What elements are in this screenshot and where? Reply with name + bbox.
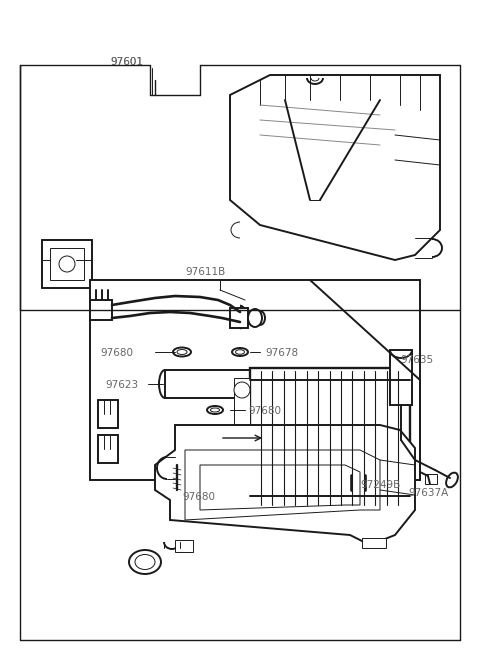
Polygon shape — [230, 75, 440, 260]
Text: 97601: 97601 — [110, 57, 143, 67]
Ellipse shape — [236, 350, 244, 354]
Text: 97680: 97680 — [182, 492, 215, 502]
Polygon shape — [155, 425, 415, 545]
Text: 97678: 97678 — [265, 348, 298, 358]
Bar — [90, 300, 112, 320]
Circle shape — [234, 382, 250, 398]
Text: 97680: 97680 — [248, 406, 281, 416]
Ellipse shape — [129, 550, 161, 574]
Bar — [98, 400, 118, 428]
Bar — [255, 377, 285, 391]
Bar — [390, 350, 412, 405]
Ellipse shape — [263, 508, 277, 518]
Ellipse shape — [232, 348, 248, 356]
Ellipse shape — [177, 350, 187, 355]
Bar — [175, 540, 193, 552]
Ellipse shape — [211, 408, 219, 412]
Bar — [165, 370, 255, 398]
Text: 97611B: 97611B — [185, 267, 225, 277]
Text: 97637A: 97637A — [408, 488, 448, 498]
Bar — [170, 456, 184, 465]
Bar — [425, 474, 437, 484]
Polygon shape — [200, 465, 360, 510]
Polygon shape — [185, 450, 380, 520]
Bar — [42, 240, 92, 288]
Ellipse shape — [285, 374, 301, 394]
Text: 97680: 97680 — [100, 348, 133, 358]
Ellipse shape — [135, 555, 155, 570]
Ellipse shape — [207, 406, 223, 414]
Ellipse shape — [173, 348, 191, 357]
Text: 97249B: 97249B — [360, 480, 400, 490]
Ellipse shape — [446, 472, 458, 487]
Bar — [234, 378, 250, 498]
Circle shape — [59, 256, 75, 272]
Text: 97635: 97635 — [400, 355, 433, 365]
Bar — [230, 308, 248, 328]
Bar — [98, 435, 118, 463]
Text: 97623: 97623 — [105, 380, 138, 390]
Ellipse shape — [248, 309, 262, 327]
Bar — [362, 538, 386, 548]
Bar — [90, 280, 420, 480]
Text: 97601: 97601 — [110, 57, 143, 67]
Ellipse shape — [383, 508, 397, 518]
Circle shape — [234, 478, 250, 494]
Bar — [250, 368, 410, 508]
Bar — [50, 248, 84, 280]
